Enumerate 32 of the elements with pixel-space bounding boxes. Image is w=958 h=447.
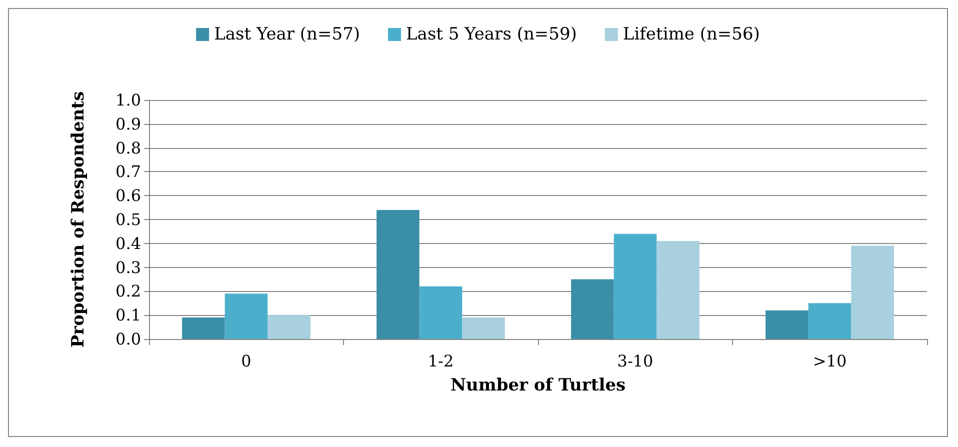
bar bbox=[182, 317, 225, 339]
bar bbox=[462, 317, 505, 339]
x-tick-label: >10 bbox=[812, 352, 847, 370]
y-tick-label: 0.9 bbox=[116, 114, 141, 134]
y-tick-label: 1.0 bbox=[116, 90, 141, 110]
y-axis-title: Proportion of Respondents bbox=[68, 91, 88, 348]
bar bbox=[268, 315, 310, 339]
bar bbox=[808, 303, 852, 339]
legend-label: Last 5 Years (n=59) bbox=[406, 24, 577, 44]
bar bbox=[419, 286, 462, 339]
y-tick-label: 0.3 bbox=[116, 258, 141, 277]
legend-label: Lifetime (n=56) bbox=[622, 24, 760, 44]
y-tick-label: 0.4 bbox=[116, 234, 141, 253]
bar bbox=[224, 294, 268, 339]
y-tick-label: 0.8 bbox=[116, 138, 141, 158]
y-tick-label: 0.6 bbox=[116, 186, 141, 206]
y-tick-label: 0.7 bbox=[116, 162, 141, 182]
y-tick-label: 0.0 bbox=[116, 330, 141, 348]
bar bbox=[614, 234, 657, 339]
legend-label: Last Year (n=57) bbox=[214, 24, 360, 44]
x-tick-label: 1-2 bbox=[428, 352, 454, 370]
y-tick-label: 0.2 bbox=[116, 282, 141, 301]
x-axis-title: Number of Turtles bbox=[450, 376, 626, 396]
x-tick-label: 3-10 bbox=[617, 352, 654, 370]
bar bbox=[376, 210, 420, 339]
x-tick-label: 0 bbox=[241, 352, 252, 370]
bar bbox=[571, 279, 614, 339]
bar bbox=[851, 246, 894, 339]
y-tick-label: 0.1 bbox=[116, 306, 141, 325]
bar bbox=[766, 310, 808, 339]
y-tick-label: 0.5 bbox=[116, 210, 141, 229]
bar bbox=[656, 241, 700, 339]
